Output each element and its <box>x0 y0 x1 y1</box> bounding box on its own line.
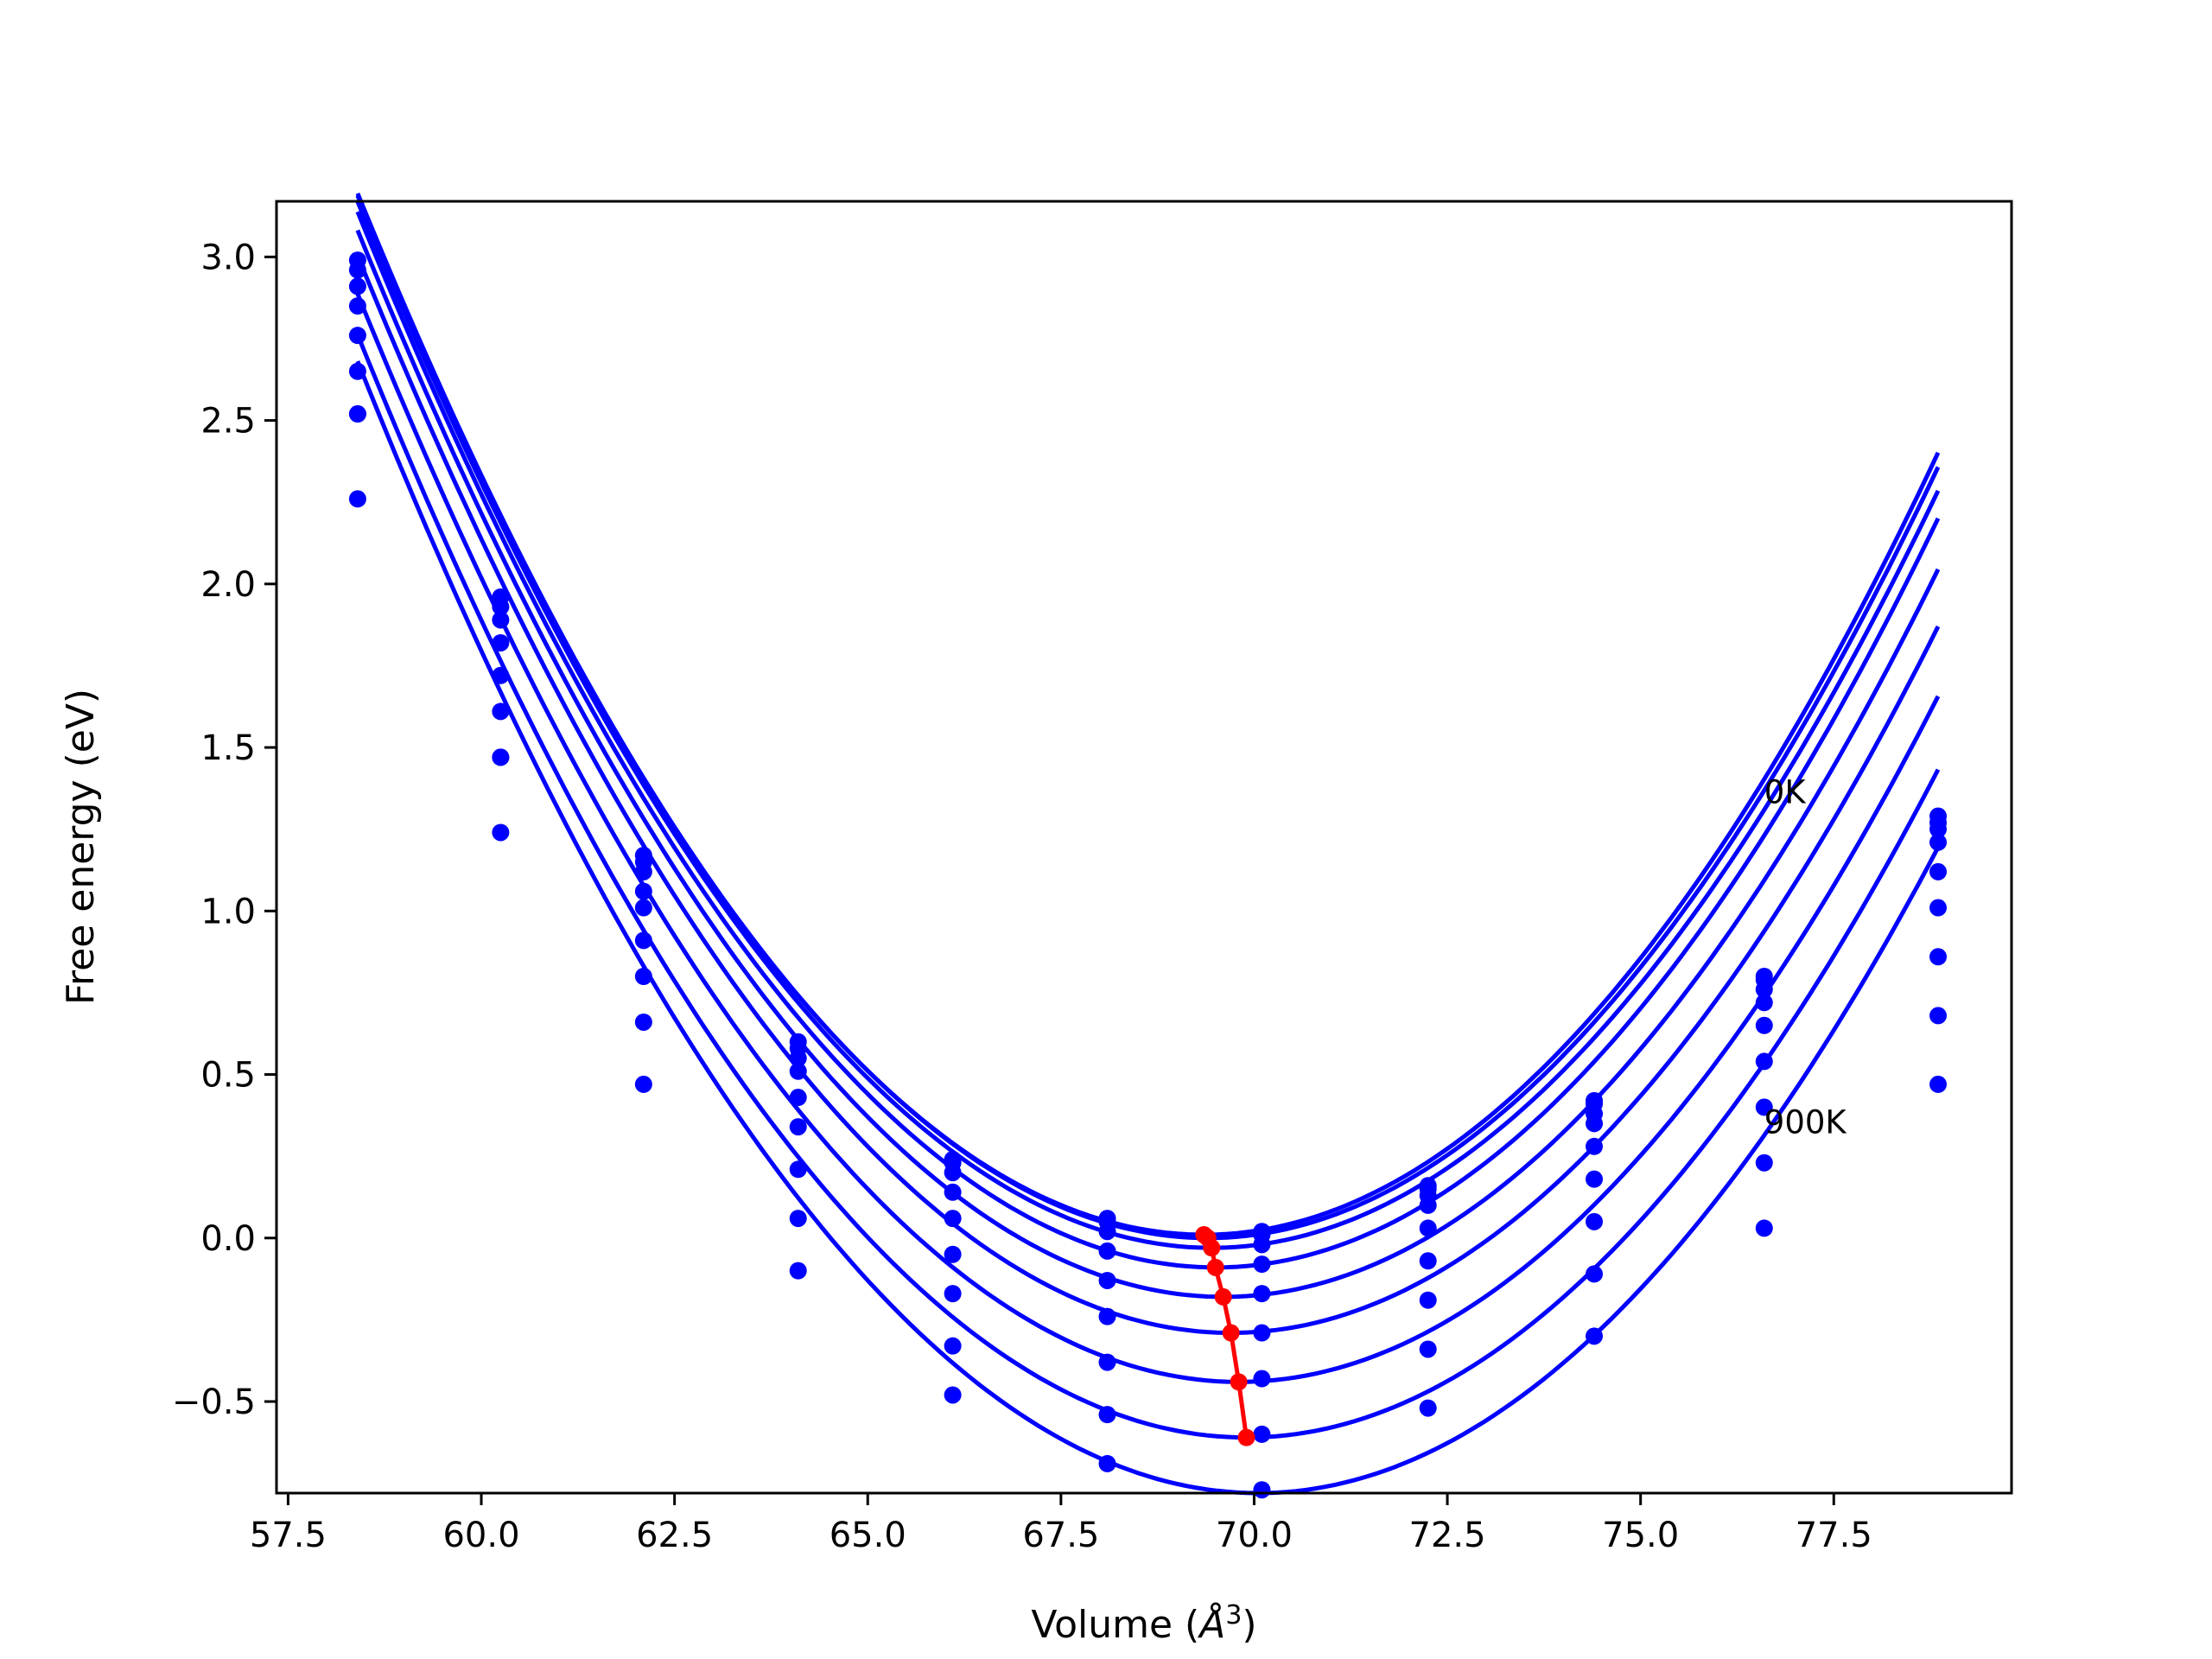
series-5-point <box>789 1118 807 1136</box>
series-3-point <box>1586 1115 1604 1133</box>
series-7-point <box>1098 1406 1116 1424</box>
series-4-point <box>634 899 652 917</box>
series-8-point <box>1253 1481 1271 1499</box>
series-6-point <box>1098 1353 1116 1371</box>
series-8-point <box>634 1075 652 1093</box>
series-7-point <box>1755 1154 1773 1172</box>
series-2-point <box>348 277 366 296</box>
series-6-point <box>1929 948 1948 966</box>
y-tick-label: 2.5 <box>200 402 256 442</box>
minima-point <box>1230 1373 1248 1391</box>
plot-area <box>348 192 1948 1499</box>
series-3-point <box>1419 1196 1437 1214</box>
series-8-point <box>944 1386 962 1404</box>
series-8-point <box>1755 1219 1773 1237</box>
series-7-point <box>1419 1340 1437 1358</box>
series-7-point <box>634 1013 652 1031</box>
series-line-8 <box>355 360 1941 1496</box>
series-6-point <box>1253 1370 1271 1388</box>
series-4-point <box>1929 862 1948 880</box>
series-line-5 <box>355 254 1941 1335</box>
series-line-1 <box>355 192 1941 1241</box>
x-tick-label: 57.5 <box>250 1516 327 1555</box>
series-8-point <box>789 1262 807 1280</box>
series-4-point <box>1253 1285 1271 1303</box>
axes-frame <box>275 200 2013 1495</box>
y-tick-label: 1.5 <box>200 728 256 768</box>
series-5-point <box>1929 899 1948 917</box>
series-7-point <box>348 405 366 423</box>
series-3-point <box>1929 833 1948 851</box>
series-3-point <box>1253 1255 1271 1274</box>
x-tick-label: 60.0 <box>442 1516 519 1555</box>
series-line-7 <box>355 334 1941 1440</box>
x-axis-label: Volume (Å3) <box>1031 1600 1256 1647</box>
minima-point <box>1237 1428 1255 1446</box>
series-line-4 <box>355 229 1941 1300</box>
series-7-point <box>1929 1007 1948 1025</box>
y-tick-label: 3.0 <box>200 238 256 277</box>
series-6-point <box>1755 1098 1773 1116</box>
temperature-annotation: 900K <box>1764 1104 1848 1141</box>
y-tick-label: −0.5 <box>172 1382 256 1422</box>
series-2-point <box>1929 820 1948 838</box>
series-4-point <box>1419 1219 1437 1237</box>
y-tick-label: 1.0 <box>200 892 256 931</box>
series-line-3 <box>355 211 1941 1270</box>
series-8-point <box>1098 1454 1116 1472</box>
series-8-point <box>1586 1327 1604 1345</box>
series-8-point <box>492 823 510 842</box>
series-line-2 <box>355 200 1941 1250</box>
series-6-point <box>1419 1291 1437 1309</box>
series-8-point <box>1929 1075 1948 1093</box>
series-2-point <box>1098 1223 1116 1241</box>
x-tick-label: 72.5 <box>1409 1516 1486 1555</box>
temperature-annotation: 0K <box>1764 773 1808 810</box>
series-5-point <box>944 1245 962 1263</box>
series-5-point <box>1253 1324 1271 1342</box>
series-5-point <box>492 702 510 721</box>
series-7-point <box>1253 1425 1271 1443</box>
series-4-point <box>1098 1271 1116 1289</box>
series-7-point <box>944 1337 962 1355</box>
minima-point <box>1214 1287 1232 1306</box>
series-2-point <box>944 1164 962 1182</box>
y-axis-label: Free energy (eV) <box>59 689 103 1005</box>
series-7-point <box>1586 1265 1604 1283</box>
series-5-point <box>1419 1252 1437 1270</box>
series-5-point <box>1586 1170 1604 1188</box>
y-tick-label: 0.0 <box>200 1219 256 1259</box>
minima-point <box>1203 1239 1221 1257</box>
series-2-point <box>1253 1236 1271 1254</box>
x-tick-label: 65.0 <box>830 1516 906 1555</box>
x-tick-label: 77.5 <box>1796 1516 1872 1555</box>
series-5-point <box>1098 1307 1116 1325</box>
series-3-point <box>1098 1242 1116 1260</box>
x-tick-label: 70.0 <box>1216 1516 1293 1555</box>
series-6-point <box>944 1285 962 1303</box>
annotations: 0K 900K <box>1764 773 1848 1141</box>
minima-point <box>1206 1258 1224 1276</box>
x-axis: 57.5 60.0 62.5 65.0 67.5 70.0 72.5 75.0 77.5 <box>250 1493 1872 1555</box>
x-tick-label: 62.5 <box>636 1516 713 1555</box>
y-tick-label: 0.5 <box>200 1056 256 1096</box>
y-axis: −0.5 0.0 0.5 1.0 1.5 2.0 2.5 3.0 <box>172 238 276 1422</box>
series-4-point <box>1755 1016 1773 1034</box>
series-8-point <box>348 490 366 508</box>
y-tick-label: 2.0 <box>200 565 256 605</box>
x-tick-label: 75.0 <box>1602 1516 1679 1555</box>
minima-point <box>1222 1324 1240 1342</box>
x-tick-label: 67.5 <box>1022 1516 1099 1555</box>
series-6-point <box>1586 1212 1604 1230</box>
series-8-point <box>1419 1399 1437 1417</box>
series-7-point <box>789 1210 807 1228</box>
series-line-6 <box>355 293 1941 1384</box>
series-7-point <box>492 748 510 766</box>
